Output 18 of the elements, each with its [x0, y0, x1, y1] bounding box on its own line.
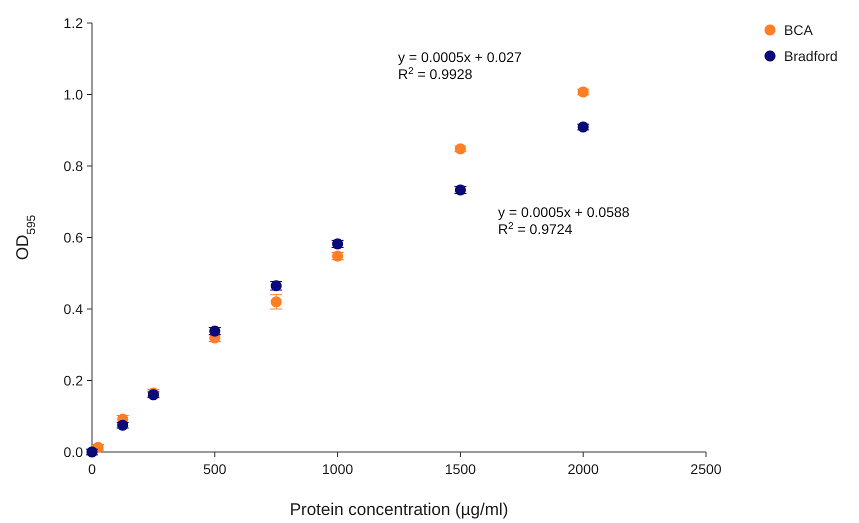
y-tick-label: 0.4 [64, 301, 84, 317]
y-tick-label: 0.6 [64, 230, 84, 246]
annotation: y = 0.0005x + 0.027 R$^{2}$ = 0.9928 [398, 49, 522, 82]
y-tick-label: 1.0 [64, 86, 84, 102]
x-axis-title: Protein concentration (µg/ml) [290, 500, 508, 519]
x-tick-label: 2500 [690, 461, 722, 477]
y-tick-label: 0.2 [64, 372, 84, 388]
legend-label: Bradford [784, 48, 838, 64]
legend-label: BCA [784, 22, 814, 38]
y-tick-label: 1.2 [64, 15, 84, 31]
annotation: y = 0.0005x + 0.0588 R$^{2}$ = 0.9724 [498, 204, 630, 237]
x-tick-label: 500 [203, 461, 227, 477]
x-tick-label: 1000 [322, 461, 354, 477]
x-tick-label: 2000 [568, 461, 599, 477]
x-tick-label: 0 [88, 461, 96, 477]
x-tick-label: 1500 [444, 461, 476, 477]
y-tick-label: 0.8 [64, 158, 84, 174]
y-tick-label: 0.0 [64, 444, 84, 460]
